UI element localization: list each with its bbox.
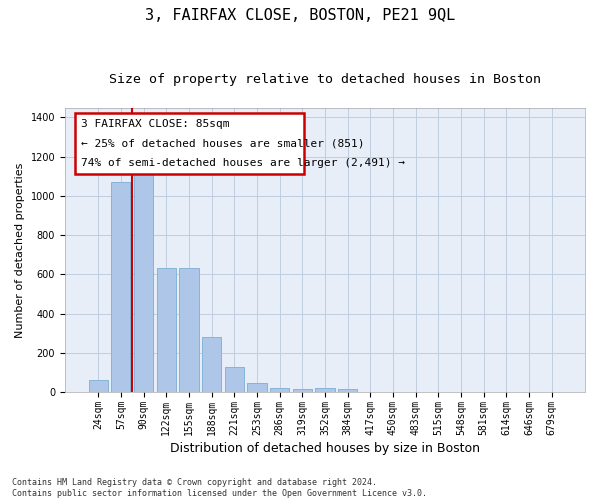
Bar: [316, 388, 335, 392]
Bar: [111, 182, 130, 392]
Text: 3 FAIRFAX CLOSE: 85sqm: 3 FAIRFAX CLOSE: 85sqm: [80, 119, 229, 129]
Bar: [179, 268, 199, 392]
Bar: [134, 166, 153, 392]
FancyBboxPatch shape: [76, 113, 304, 174]
Bar: [247, 384, 266, 392]
Text: Contains HM Land Registry data © Crown copyright and database right 2024.
Contai: Contains HM Land Registry data © Crown c…: [12, 478, 427, 498]
Text: 74% of semi-detached houses are larger (2,491) →: 74% of semi-detached houses are larger (…: [80, 158, 404, 168]
Bar: [293, 388, 312, 392]
Bar: [89, 380, 108, 392]
Title: Size of property relative to detached houses in Boston: Size of property relative to detached ho…: [109, 72, 541, 86]
Bar: [157, 268, 176, 392]
Bar: [270, 388, 289, 392]
Bar: [224, 366, 244, 392]
Text: 3, FAIRFAX CLOSE, BOSTON, PE21 9QL: 3, FAIRFAX CLOSE, BOSTON, PE21 9QL: [145, 8, 455, 22]
Bar: [202, 337, 221, 392]
Bar: [338, 390, 357, 392]
Text: ← 25% of detached houses are smaller (851): ← 25% of detached houses are smaller (85…: [80, 139, 364, 149]
X-axis label: Distribution of detached houses by size in Boston: Distribution of detached houses by size …: [170, 442, 480, 455]
Y-axis label: Number of detached properties: Number of detached properties: [15, 162, 25, 338]
